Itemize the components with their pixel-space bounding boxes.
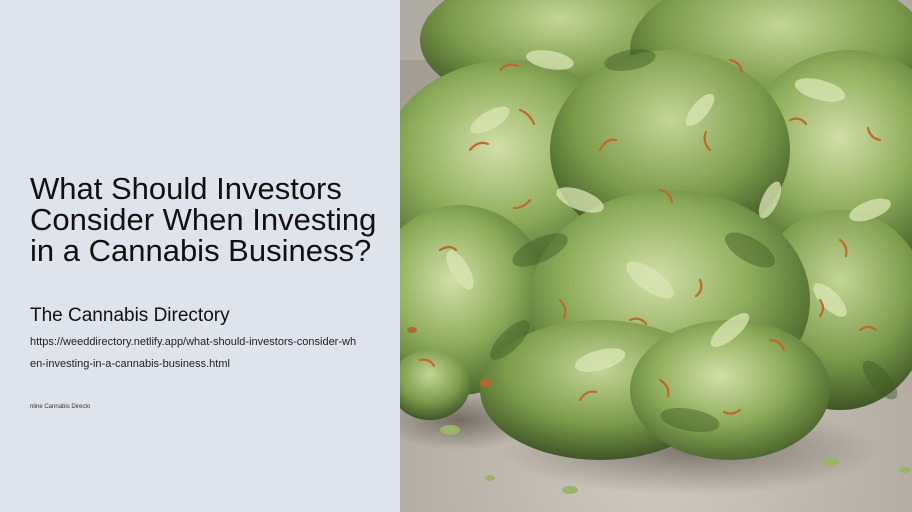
hero-text-panel: What Should Investors Consider When Inve… [0,0,400,512]
page-title: What Should Investors Consider When Inve… [30,171,377,268]
site-name[interactable]: The Cannabis Directory [30,305,230,326]
cannabis-buds-illustration [400,0,912,512]
cannabis-buds-photo [400,0,912,512]
page-url-link[interactable]: https://weeddirectory.netlify.app/what-s… [30,336,357,370]
footer-label: nline Cannabis Directo [30,404,91,410]
